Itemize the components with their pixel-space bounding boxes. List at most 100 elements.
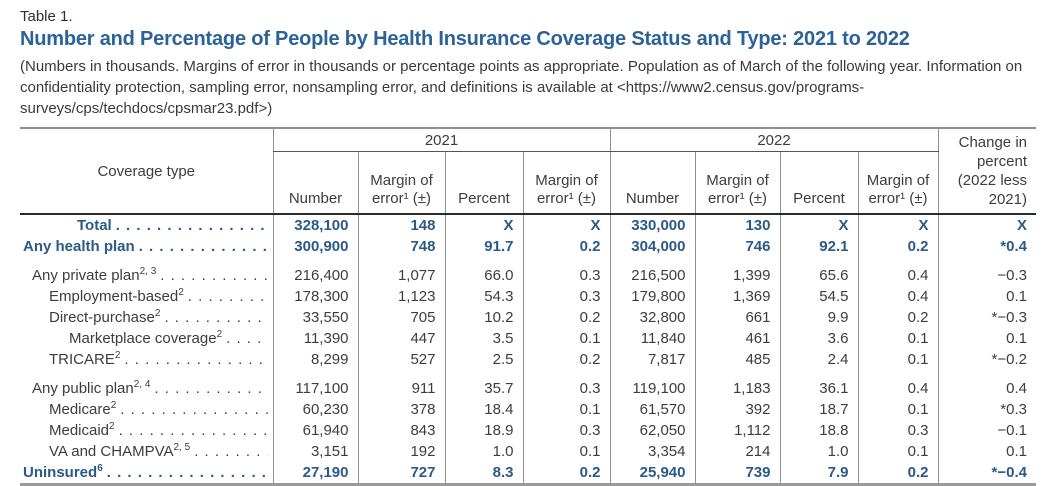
cell-value: 18.4	[444, 399, 523, 420]
cell-value: 378	[357, 399, 445, 420]
coverage-type-text: Any private plan2, 3	[32, 266, 157, 285]
cell-value: 216,400	[272, 257, 358, 286]
cell-value: 11,390	[272, 328, 358, 349]
row-label: Direct-purchase2	[20, 307, 273, 328]
cell-value: *0.3	[937, 399, 1036, 420]
cell-value: 10.2	[444, 307, 523, 328]
leader-dots	[150, 379, 267, 398]
row-label: Any health plan	[20, 236, 273, 257]
cell-value: X	[937, 214, 1036, 236]
row-label: Uninsured6	[20, 462, 273, 485]
cell-value: −0.3	[937, 257, 1036, 286]
cell-value: 7,817	[609, 349, 695, 370]
cell-value: 300,900	[272, 236, 358, 257]
cell-value: 65.6	[779, 257, 858, 286]
cell-value: 9.9	[779, 307, 858, 328]
table-title: Number and Percentage of People by Healt…	[20, 28, 910, 50]
footnote-reference: 2	[114, 350, 121, 361]
cell-value: 61,940	[272, 420, 358, 441]
cell-value: 1.0	[779, 441, 858, 462]
cell-value: 214	[694, 441, 780, 462]
cell-value: 0.2	[857, 462, 938, 485]
column-header-margin-of-error-percent-2021: Margin of error¹ (±)	[522, 151, 610, 214]
footnote-reference: 2	[216, 329, 223, 340]
table-row-medicaid: Medicaid261,94084318.90.362,0501,11218.8…	[20, 420, 1036, 441]
header-group-row: Coverage type 2021 2022 Change in percen…	[20, 128, 1036, 214]
header-sub-row: Number Margin of error¹ (±) Percent Marg…	[20, 151, 1036, 214]
cell-value: 148	[357, 214, 445, 236]
column-header-margin-of-error-number-2021: Margin of error¹ (±)	[357, 151, 445, 214]
cell-value: 1,112	[694, 420, 780, 441]
footnote-reference: 2, 3	[139, 266, 157, 277]
cell-value: 0.1	[522, 399, 610, 420]
cell-value: 330,000	[609, 214, 695, 236]
cell-value: *−0.2	[937, 349, 1036, 370]
table-row-direct-purchase: Direct-purchase233,55070510.20.232,80066…	[20, 307, 1036, 328]
cell-value: 0.1	[857, 328, 938, 349]
table-row-any-public-plan: Any public plan2, 4 117,10091135.70.3119,…	[20, 370, 1036, 399]
coverage-type-text: Marketplace coverage2	[69, 329, 223, 348]
cell-value: 0.2	[522, 349, 610, 370]
cell-value: 130	[694, 214, 780, 236]
cell-value: 0.2	[857, 236, 938, 257]
table-row-marketplace-coverage: Marketplace coverage211,3904473.50.111,8…	[20, 328, 1036, 349]
cell-value: 527	[357, 349, 445, 370]
cell-value: 3.6	[779, 328, 858, 349]
cell-value: 0.1	[937, 441, 1036, 462]
coverage-type-text: Any health plan	[23, 238, 135, 255]
cell-value: 0.3	[857, 420, 938, 441]
cell-value: 0.1	[857, 399, 938, 420]
cell-value: 8,299	[272, 349, 358, 370]
cell-value: 18.8	[779, 420, 858, 441]
leader-dots	[103, 463, 268, 482]
cell-value: 485	[694, 349, 780, 370]
cell-value: 179,800	[609, 286, 695, 307]
coverage-type-text: TRICARE2	[49, 350, 121, 369]
cell-value: 911	[357, 370, 445, 399]
footnote-reference: 2, 4	[133, 379, 151, 390]
cell-value: 3,354	[609, 441, 695, 462]
cell-value: 3.5	[444, 328, 523, 349]
table-row-uninsured: Uninsured627,1907278.30.225,9407397.90.2…	[20, 462, 1036, 485]
cell-value: X	[779, 214, 858, 236]
table-header: Coverage type 2021 2022 Change in percen…	[20, 128, 1036, 214]
table-row-va-and-champva: VA and CHAMPVA2, 53,1511921.00.13,354214…	[20, 441, 1036, 462]
cell-value: 2.4	[779, 349, 858, 370]
column-header-percent-2021: Percent	[444, 151, 523, 214]
cell-value: 8.3	[444, 462, 523, 485]
cell-value: 0.4	[857, 286, 938, 307]
cell-value: 35.7	[444, 370, 523, 399]
cell-value: 746	[694, 236, 780, 257]
cell-value: 0.1	[522, 441, 610, 462]
column-header-percent-2022: Percent	[779, 151, 858, 214]
table-row-medicare: Medicare260,23037818.40.161,57039218.70.…	[20, 399, 1036, 420]
cell-value: 0.3	[522, 370, 610, 399]
cell-value: 92.1	[779, 236, 858, 257]
cell-value: 18.9	[444, 420, 523, 441]
coverage-type-text: Employment-based2	[49, 287, 184, 306]
row-label: Any public plan2, 4	[20, 370, 273, 399]
leader-dots	[222, 329, 267, 348]
column-group-2021: 2021	[272, 128, 610, 152]
column-header-number-2021: Number	[272, 151, 358, 214]
cell-value: 54.3	[444, 286, 523, 307]
cell-value: 60,230	[272, 399, 358, 420]
footnote-reference: 2	[154, 308, 161, 319]
cell-value: 0.2	[522, 462, 610, 485]
cell-value: 0.2	[522, 236, 610, 257]
coverage-type-text: Total	[77, 217, 112, 234]
table-number-label: Table 1.	[20, 8, 73, 25]
cell-value: 33,550	[272, 307, 358, 328]
row-label: Total	[20, 214, 273, 236]
row-label: Medicaid2	[20, 420, 273, 441]
cell-value: 0.1	[937, 286, 1036, 307]
cell-value: X	[444, 214, 523, 236]
cell-value: 447	[357, 328, 445, 349]
insurance-coverage-table: Coverage type 2021 2022 Change in percen…	[20, 127, 1036, 486]
cell-value: 0.4	[937, 370, 1036, 399]
cell-value: 705	[357, 307, 445, 328]
cell-value: 1,123	[357, 286, 445, 307]
leader-dots	[190, 442, 267, 461]
row-label: Medicare2	[20, 399, 273, 420]
